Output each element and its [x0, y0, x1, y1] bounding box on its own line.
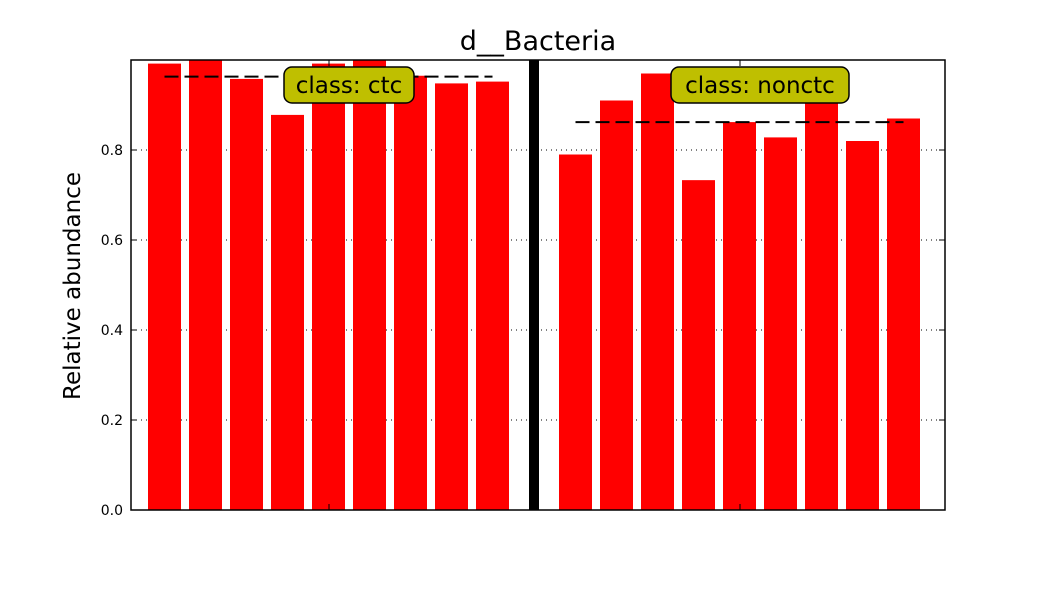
- class-label-box: [283, 66, 415, 104]
- bar: [230, 78, 263, 511]
- class-label-text: class: nonctc: [685, 73, 835, 99]
- plot-frame: [130, 59, 946, 511]
- bar: [723, 122, 756, 510]
- bar: [805, 100, 838, 510]
- bar: [846, 141, 879, 510]
- bar: [353, 60, 386, 510]
- group-separator: [529, 60, 539, 510]
- class-label-box: [670, 66, 850, 104]
- grid-lines: [131, 149, 945, 421]
- bar: [476, 81, 509, 510]
- y-axis-label: Relative abundance: [60, 172, 86, 400]
- bar: [764, 137, 797, 510]
- bar: [435, 83, 468, 511]
- y-tick-label: 0.0: [101, 503, 123, 519]
- bar: [271, 114, 304, 511]
- axes: 0.0 0.2 0.4 0.6 0.8: [101, 59, 946, 519]
- bar: [189, 60, 222, 510]
- y-tick-label: 0.2: [101, 413, 123, 429]
- y-tick-label: 0.8: [101, 143, 123, 159]
- bar: [394, 75, 427, 510]
- y-tick-label: 0.6: [101, 233, 123, 249]
- class-label-text: class: ctc: [296, 73, 402, 99]
- bar: [682, 180, 715, 510]
- bar: [641, 73, 674, 510]
- class-labels: class: ctc class: nonctc: [283, 66, 850, 104]
- chart-title: d__Bacteria: [460, 26, 616, 57]
- y-tick-label: 0.4: [101, 323, 123, 339]
- bar: [559, 154, 592, 510]
- bar: [148, 63, 181, 510]
- bar: [312, 63, 345, 510]
- bars: [148, 60, 920, 511]
- bar: [600, 100, 633, 510]
- bar: [887, 118, 920, 510]
